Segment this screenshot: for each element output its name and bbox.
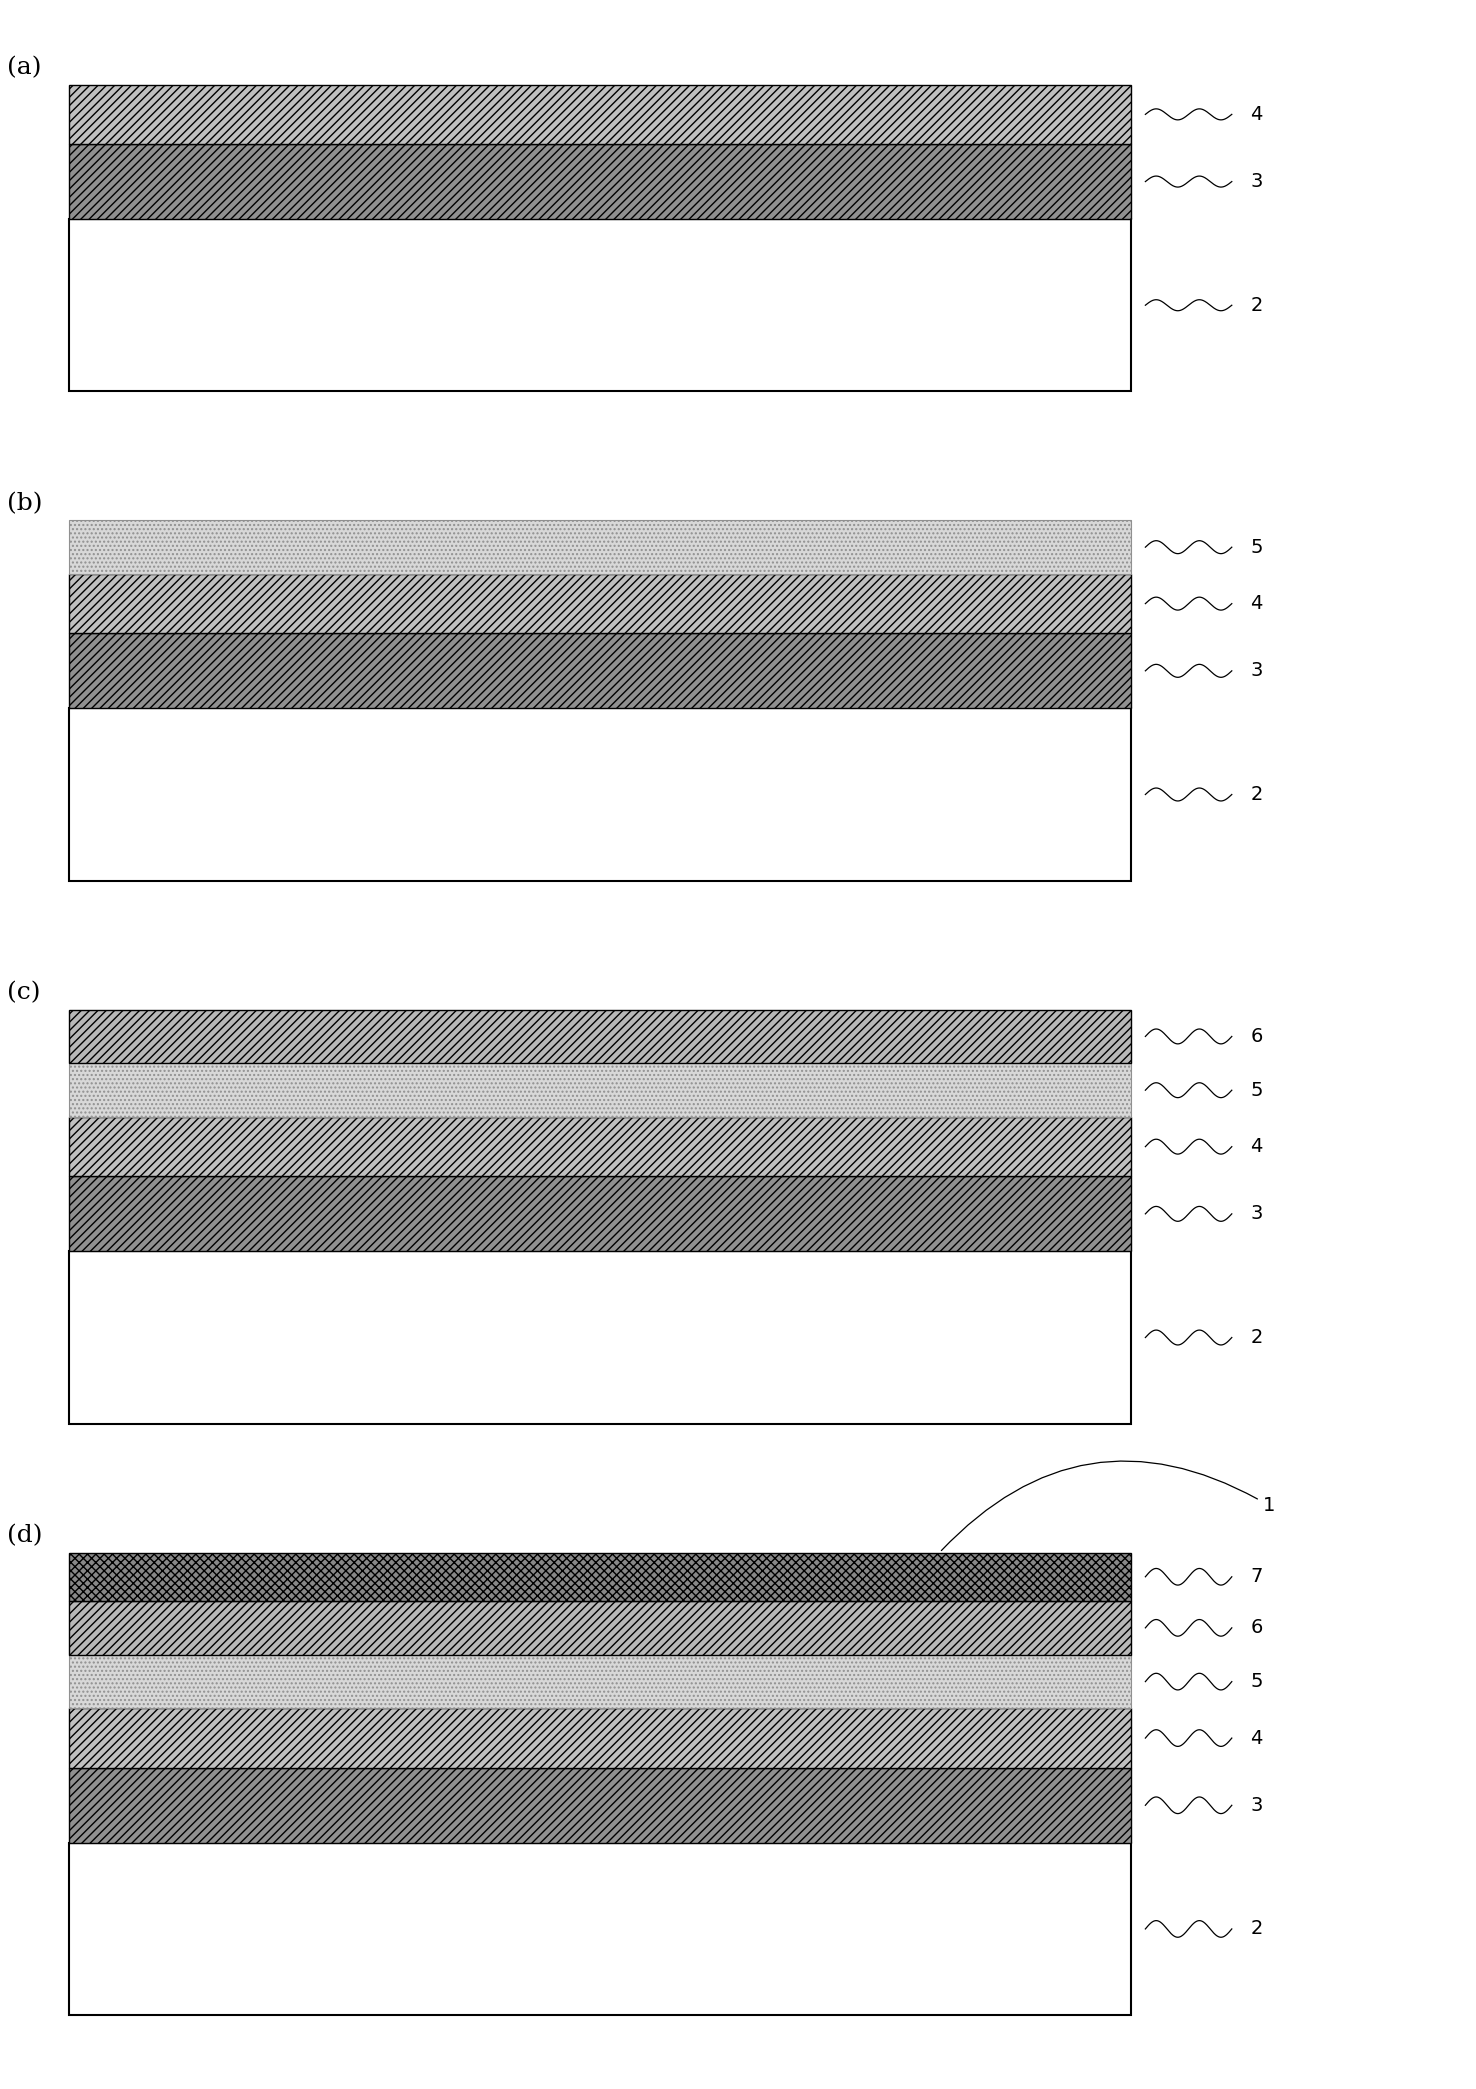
Text: (a): (a) <box>7 56 41 79</box>
Text: 5: 5 <box>1250 1080 1263 1099</box>
Bar <box>69 1063 1131 1118</box>
Text: 3: 3 <box>1250 662 1262 681</box>
Text: 1: 1 <box>942 1460 1275 1550</box>
Text: 7: 7 <box>1250 1567 1262 1586</box>
Text: 4: 4 <box>1250 1728 1262 1748</box>
Text: 3: 3 <box>1250 1797 1262 1815</box>
Text: (c): (c) <box>7 982 41 1005</box>
Text: 3: 3 <box>1250 1205 1262 1224</box>
Text: 2: 2 <box>1250 1920 1262 1939</box>
Text: 3: 3 <box>1250 171 1262 190</box>
Bar <box>69 520 1131 574</box>
Text: (b): (b) <box>7 491 43 514</box>
Text: 5: 5 <box>1250 1671 1263 1692</box>
Bar <box>69 1251 1131 1423</box>
Bar <box>69 1009 1131 1063</box>
Text: 4: 4 <box>1250 1136 1262 1155</box>
Text: 6: 6 <box>1250 1028 1262 1047</box>
Text: 6: 6 <box>1250 1619 1262 1638</box>
Text: 5: 5 <box>1250 537 1263 556</box>
Bar <box>69 144 1131 219</box>
Bar <box>69 708 1131 882</box>
Bar <box>69 1842 1131 2016</box>
Text: 2: 2 <box>1250 297 1262 315</box>
Bar <box>69 219 1131 391</box>
Text: 2: 2 <box>1250 785 1262 804</box>
Text: 4: 4 <box>1250 104 1262 123</box>
Bar <box>69 1600 1131 1654</box>
Bar <box>69 86 1131 144</box>
Text: 4: 4 <box>1250 593 1262 614</box>
Text: 2: 2 <box>1250 1329 1262 1347</box>
Bar <box>69 1176 1131 1251</box>
Bar <box>69 1767 1131 1842</box>
Bar <box>69 1654 1131 1709</box>
Bar <box>69 1552 1131 1600</box>
Text: (d): (d) <box>7 1525 43 1548</box>
Bar <box>69 574 1131 633</box>
Bar <box>69 1118 1131 1176</box>
Bar <box>69 1709 1131 1767</box>
Bar <box>69 633 1131 708</box>
